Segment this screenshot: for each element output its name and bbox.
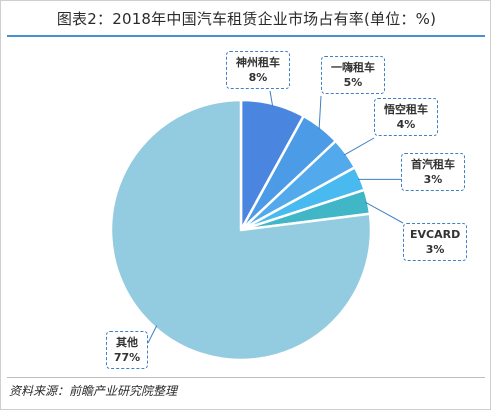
leader-line bbox=[147, 325, 158, 344]
slice-label: 神州租车 8% bbox=[226, 51, 290, 89]
leader-line bbox=[318, 95, 322, 130]
slice-label-name: 悟空租车 bbox=[384, 103, 428, 116]
leader-line bbox=[365, 201, 404, 224]
leader-line bbox=[343, 137, 375, 156]
leader-lines bbox=[147, 90, 404, 344]
slice-label-value: 5% bbox=[343, 76, 363, 89]
leader-line bbox=[269, 90, 274, 107]
slice-label: 一嗨租车 5% bbox=[321, 56, 385, 94]
slice-label-name: 首汽租车 bbox=[411, 158, 455, 171]
slice-label: 首汽租车 3% bbox=[401, 153, 465, 191]
slice-label-value: 4% bbox=[396, 118, 416, 131]
slice-label-value: 3% bbox=[425, 243, 445, 256]
title-underline bbox=[7, 35, 485, 37]
chart-title: 图表2：2018年中国汽车租赁企业市场占有率(单位：%) bbox=[56, 10, 437, 28]
slice-label: EVCARD 3% bbox=[403, 223, 468, 261]
footer-divider bbox=[7, 377, 485, 378]
slice-label-name: EVCARD bbox=[410, 228, 461, 241]
slice-label-value: 8% bbox=[248, 71, 268, 84]
slice-label-name: 神州租车 bbox=[236, 56, 280, 69]
slice-label-value: 77% bbox=[113, 351, 141, 364]
slice-label-name: 其他 bbox=[116, 336, 138, 349]
slice-label-value: 3% bbox=[423, 173, 443, 186]
pie-slice bbox=[109, 98, 373, 362]
slice-label-name: 一嗨租车 bbox=[331, 61, 375, 74]
slice-label: 其他 77% bbox=[106, 331, 148, 369]
pie-slices bbox=[109, 98, 373, 362]
source-note: 资料来源：前瞻产业研究院整理 bbox=[9, 384, 178, 398]
slice-label: 悟空租车 4% bbox=[374, 98, 438, 136]
